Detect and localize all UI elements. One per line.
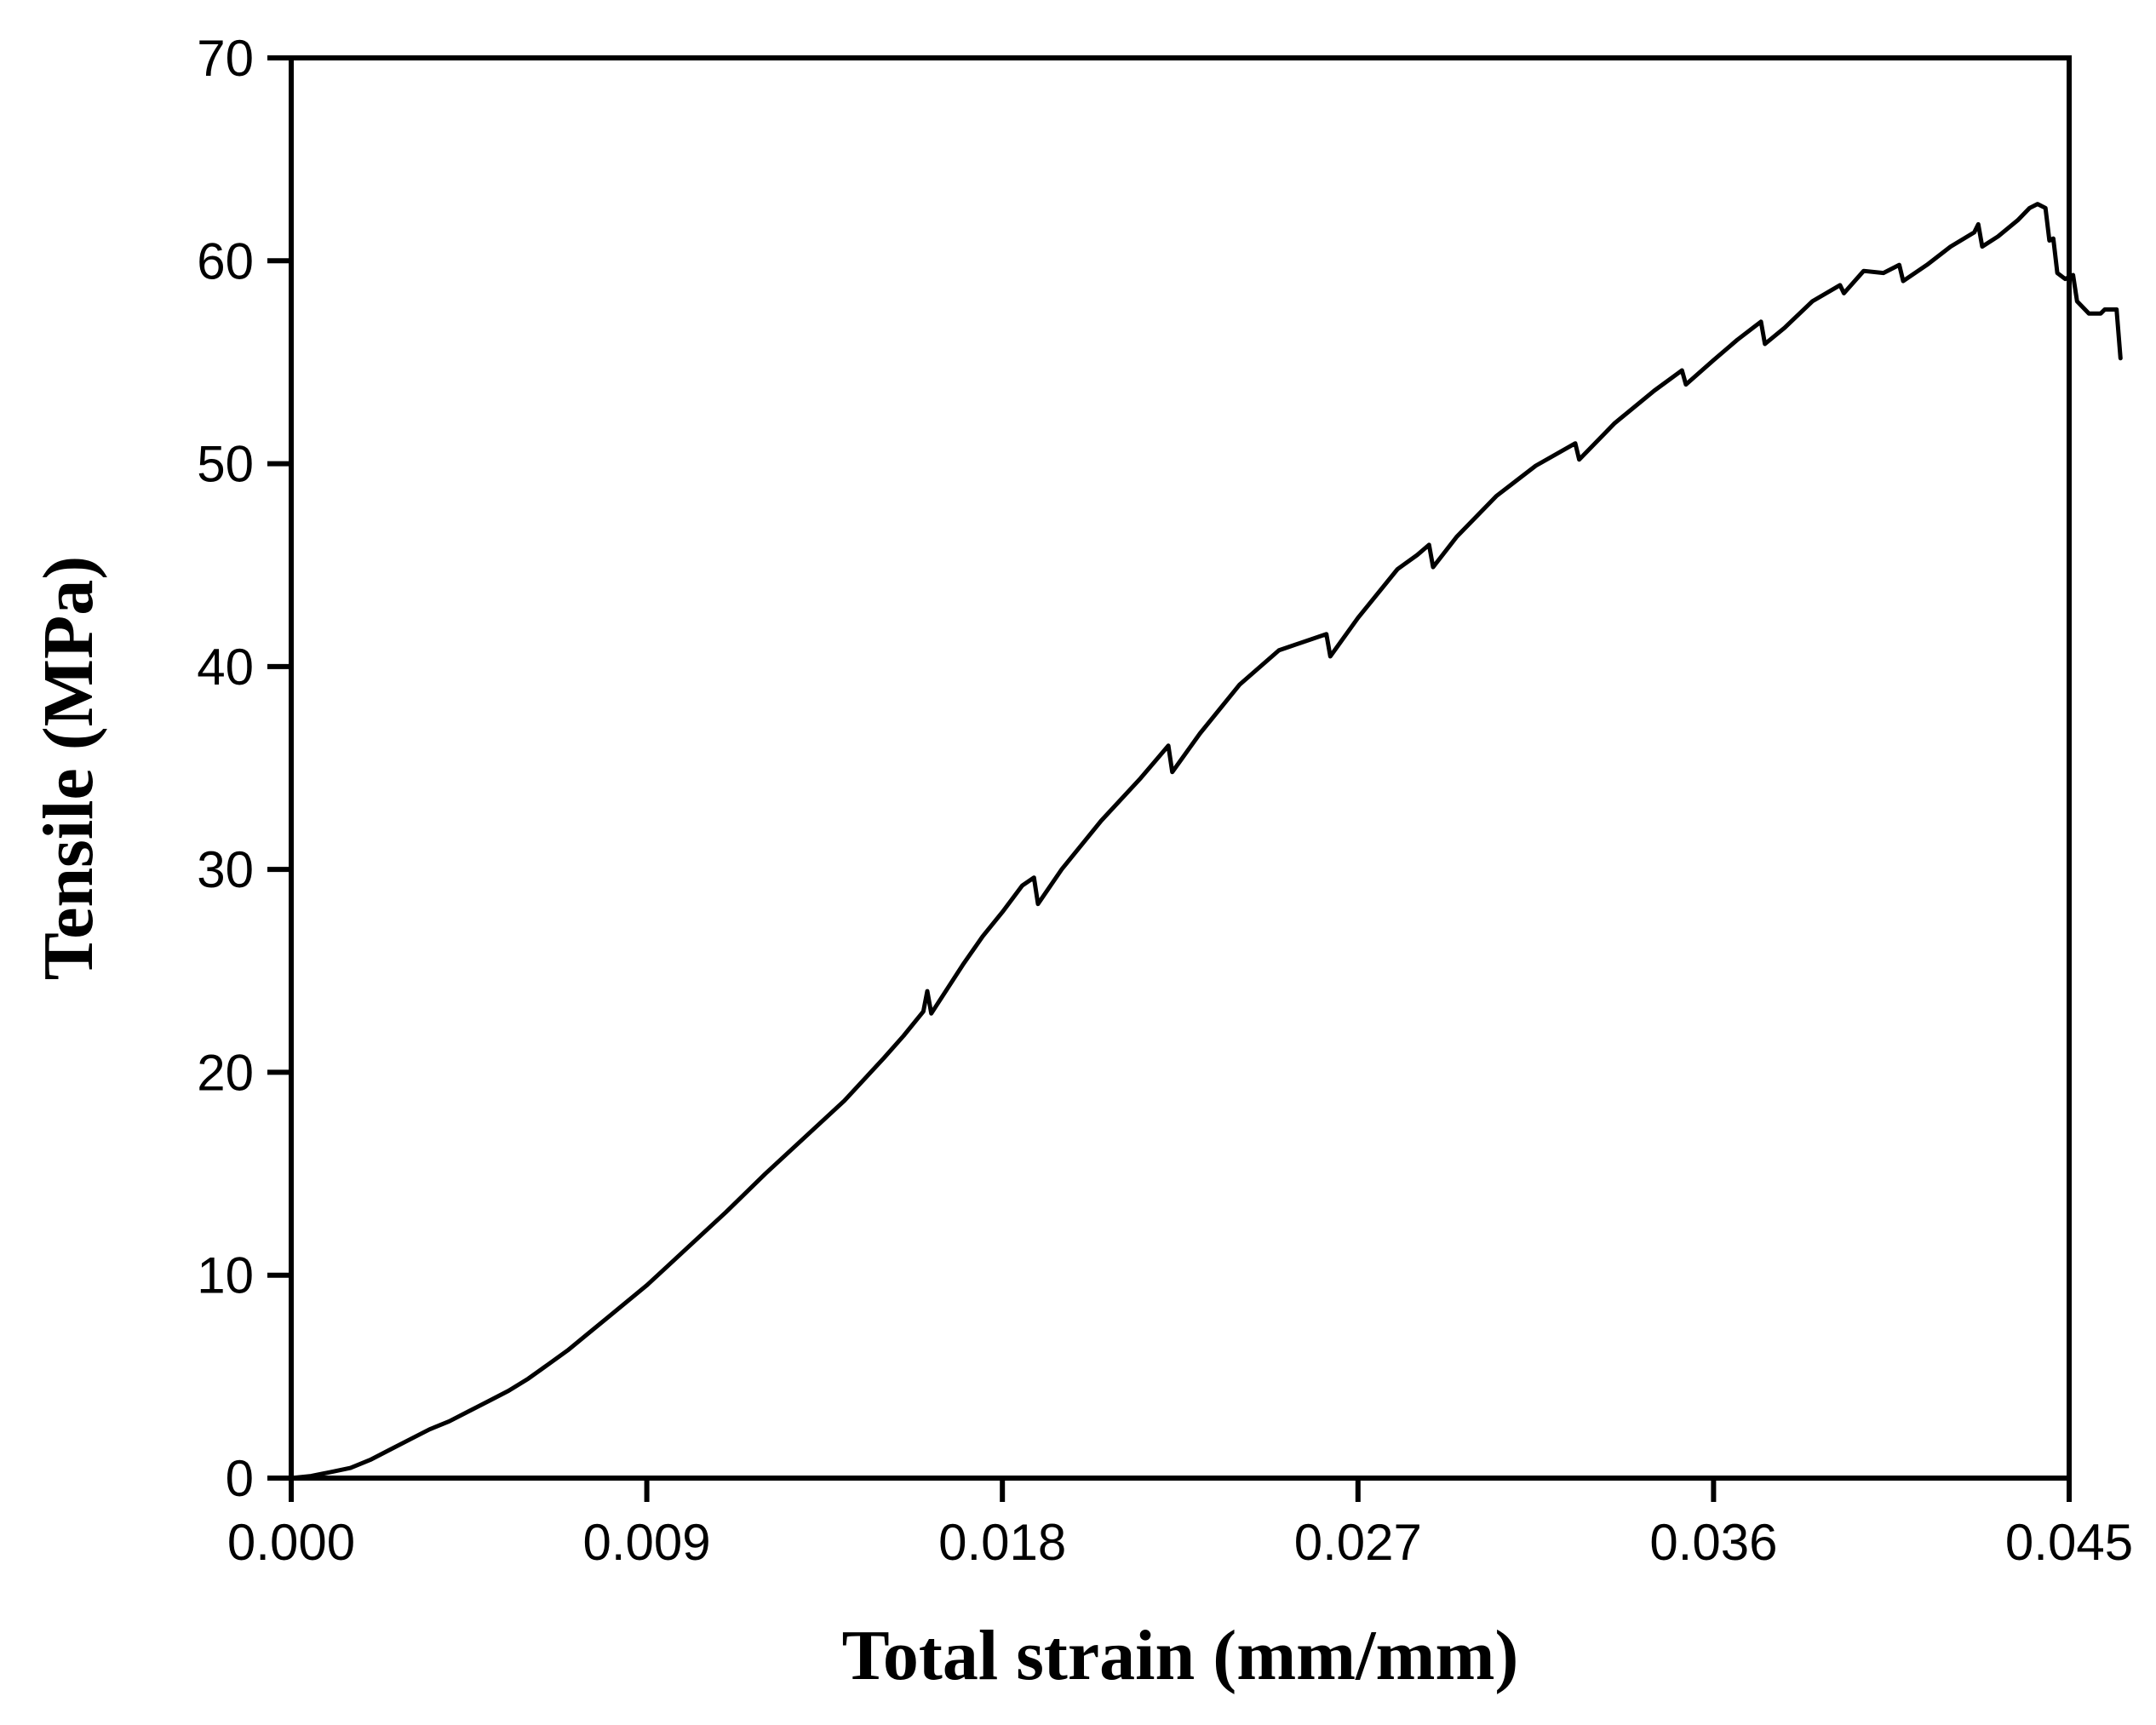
x-tick-label: 0.009 <box>583 1514 711 1571</box>
y-tick-label: 30 <box>197 841 254 898</box>
y-tick-label: 0 <box>226 1450 254 1507</box>
y-tick-label: 70 <box>197 30 254 87</box>
y-axis-title: Tensile (MPa) <box>29 556 108 981</box>
x-tick-label: 0.000 <box>227 1514 355 1571</box>
plot-frame <box>289 55 2072 1481</box>
y-tick-label: 10 <box>197 1247 254 1304</box>
y-axis-ticks: 0 10 20 30 40 50 60 70 <box>197 30 291 1507</box>
series-line-tensile <box>289 202 2123 1481</box>
y-tick-label: 40 <box>197 639 254 696</box>
x-tick-label: 0.045 <box>2005 1514 2133 1571</box>
y-tick-label: 20 <box>197 1044 254 1101</box>
x-tick-label: 0.036 <box>1649 1514 1777 1571</box>
y-tick-label: 60 <box>197 232 254 289</box>
y-tick-label: 50 <box>197 436 254 493</box>
x-axis-title: Total strain (mm/mm) <box>842 1616 1519 1695</box>
x-tick-label: 0.027 <box>1294 1514 1422 1571</box>
x-tick-label: 0.018 <box>938 1514 1066 1571</box>
x-axis-ticks: 0.000 0.009 0.018 0.027 0.036 0.045 <box>227 1478 2133 1571</box>
